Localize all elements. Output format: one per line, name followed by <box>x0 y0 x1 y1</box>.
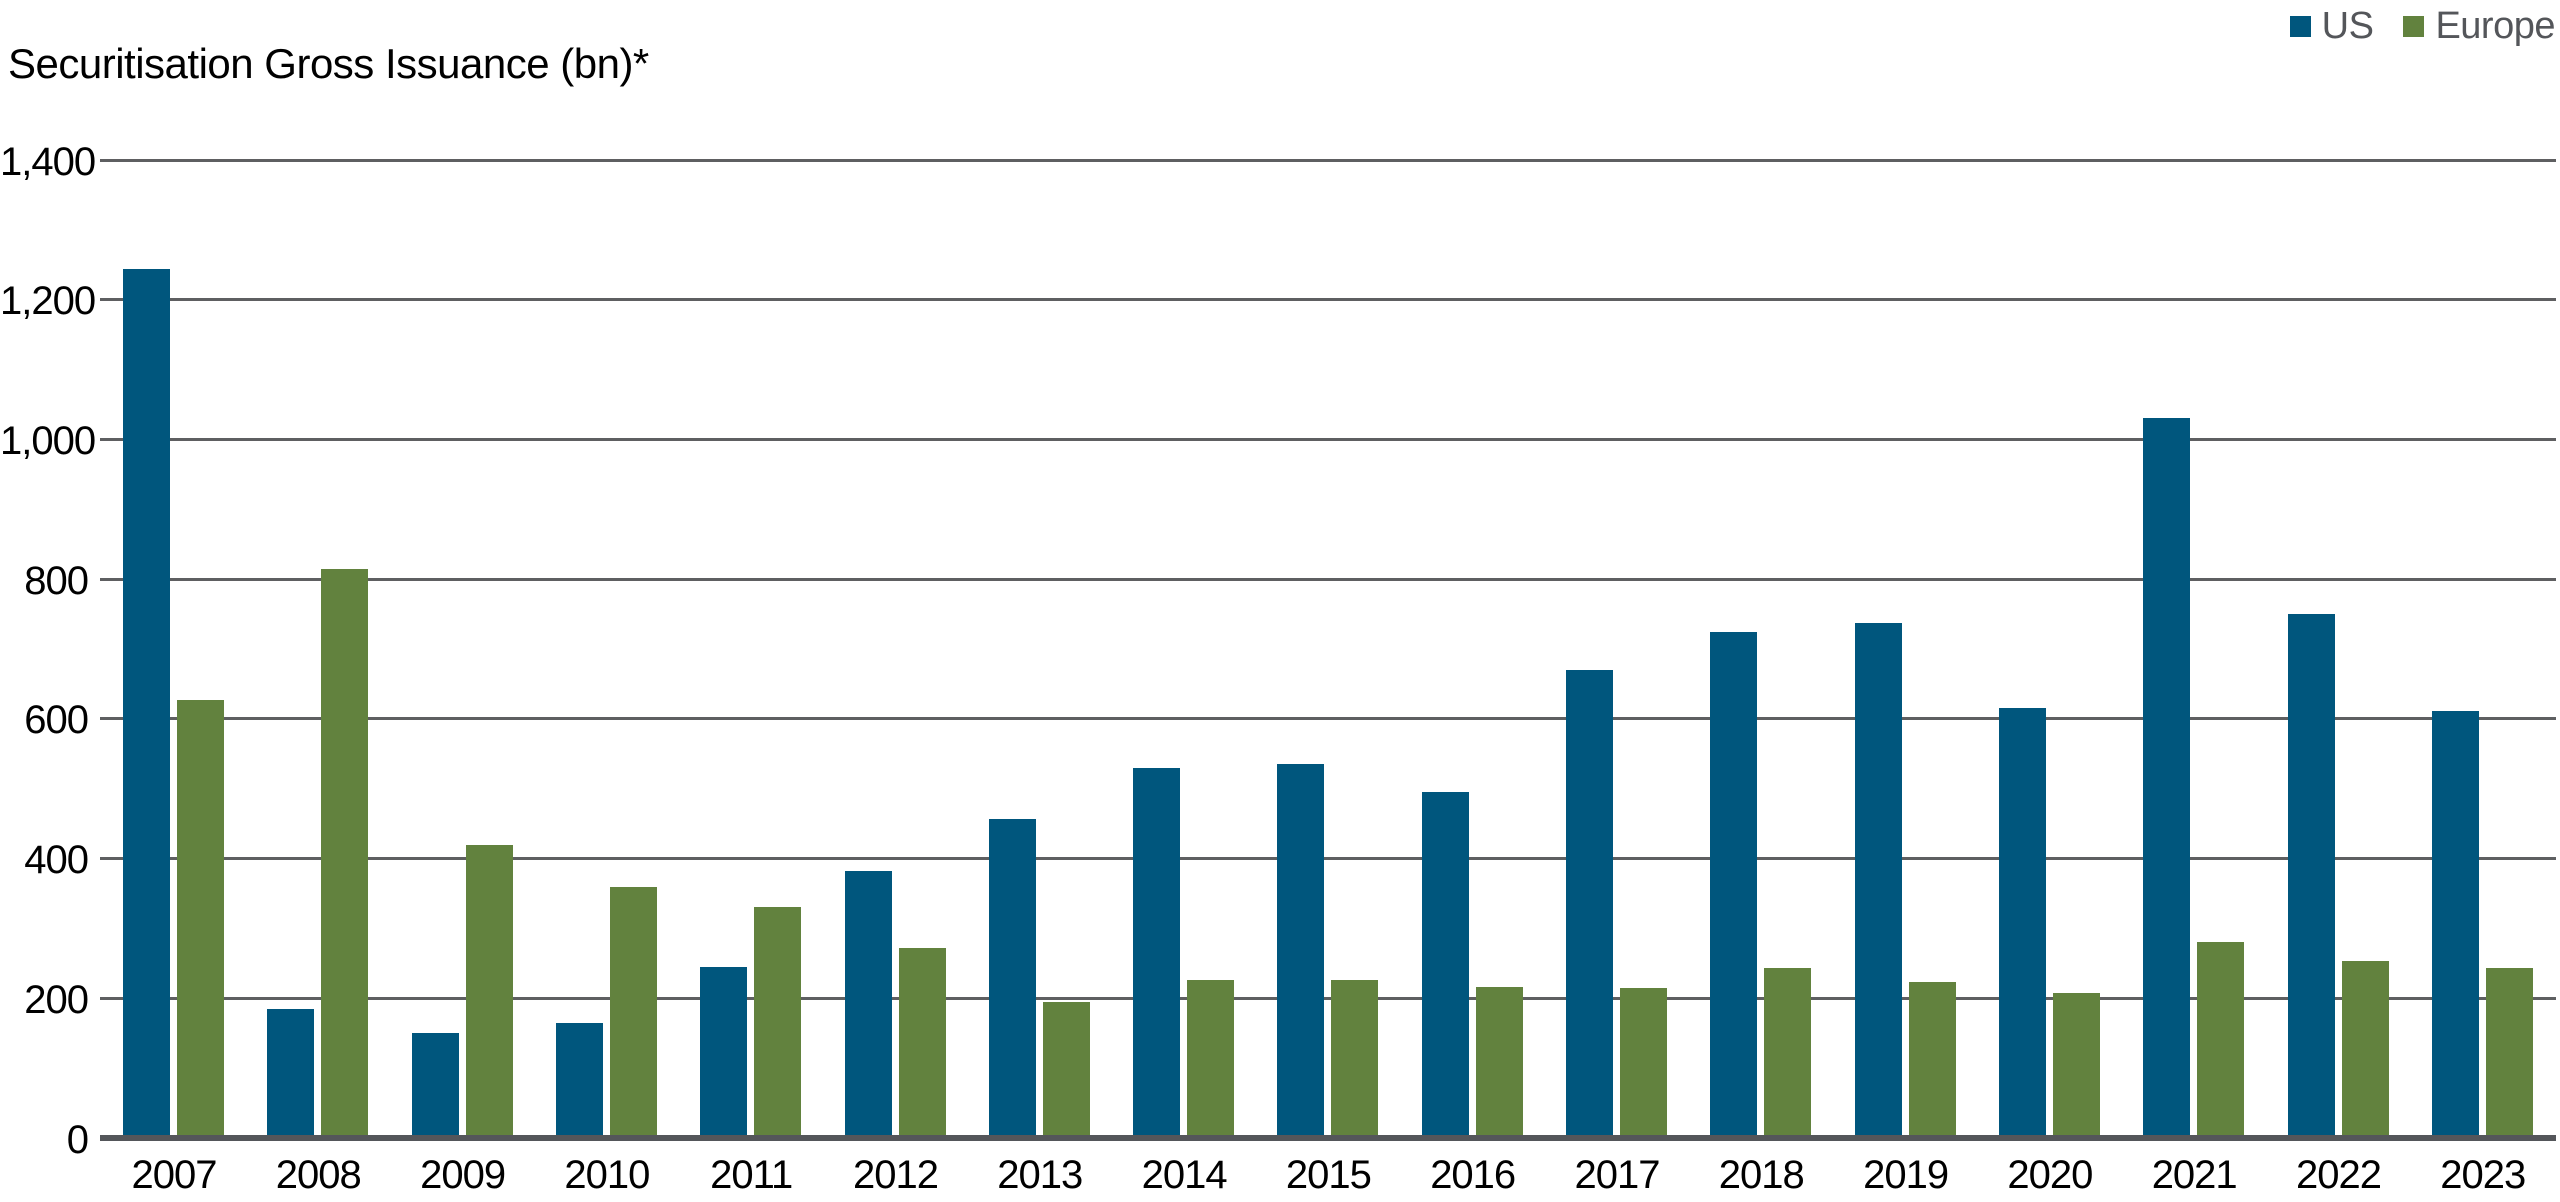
legend-item-europe: Europe <box>2403 6 2555 46</box>
bar-europe-2017 <box>1620 987 1667 1138</box>
y-axis-tick-label: 1,000 <box>0 418 96 463</box>
bar-us-2015 <box>1277 763 1325 1138</box>
gridline-400 <box>100 857 2556 861</box>
bar-europe-2013 <box>1042 1001 1090 1138</box>
bar-europe-2008 <box>321 568 369 1138</box>
bar-europe-2020 <box>2052 992 2100 1138</box>
x-axis-label-2007: 2007 <box>131 1153 218 1197</box>
bar-us-2017 <box>1566 669 1613 1138</box>
bar-europe-2007 <box>177 699 224 1138</box>
bar-us-2011 <box>700 966 748 1138</box>
x-axis-label-2019: 2019 <box>1863 1153 1949 1197</box>
bar-europe-2015 <box>1331 980 1379 1138</box>
chart-title: Securitisation Gross Issuance (bn)* <box>8 40 649 87</box>
y-axis-tick-label: 200 <box>24 977 89 1022</box>
x-axis-label-2017: 2017 <box>1574 1153 1661 1197</box>
bar-europe-2019 <box>1908 981 1956 1138</box>
bar-us-2022 <box>2287 614 2335 1138</box>
bar-europe-2016 <box>1475 987 1523 1138</box>
gridline-1400 <box>100 158 2556 162</box>
x-axis-label-2008: 2008 <box>275 1153 362 1197</box>
bar-us-2007 <box>123 268 170 1138</box>
bar-europe-2023 <box>2485 968 2533 1138</box>
legend-item-us: US <box>2289 5 2374 47</box>
bar-europe-2012 <box>898 947 946 1138</box>
y-axis-tick-label: 400 <box>24 838 89 883</box>
europe-series-swatch-icon <box>2403 15 2425 37</box>
bar-us-2018 <box>1710 632 1758 1138</box>
bar-europe-2021 <box>2197 942 2245 1138</box>
x-axis-label-2011: 2011 <box>710 1153 793 1197</box>
x-axis-label-2010: 2010 <box>564 1153 650 1197</box>
bar-europe-2009 <box>465 844 513 1138</box>
bar-us-2016 <box>1421 791 1469 1138</box>
x-axis-label-2018: 2018 <box>1718 1153 1805 1197</box>
bar-europe-2018 <box>1764 968 1812 1138</box>
bar-us-2023 <box>2431 711 2479 1138</box>
bar-europe-2014 <box>1187 980 1235 1138</box>
x-axis-label-2013: 2013 <box>997 1153 1083 1197</box>
bar-us-2014 <box>1133 767 1181 1138</box>
x-axis-label-2020: 2020 <box>2007 1153 2093 1197</box>
y-axis-tick-label: 600 <box>24 698 89 743</box>
bar-us-2021 <box>2143 417 2191 1138</box>
gridline-600 <box>100 717 2556 721</box>
y-axis-tick-label: 800 <box>24 558 89 603</box>
legend-label-us: US <box>2321 5 2374 47</box>
x-axis-line <box>100 1135 2556 1141</box>
x-axis-label-2015: 2015 <box>1285 1153 1372 1197</box>
x-axis-label-2016: 2016 <box>1430 1153 1516 1197</box>
gridline-200 <box>100 996 2556 1000</box>
bar-us-2008 <box>267 1008 315 1138</box>
x-axis-label-2021: 2021 <box>2151 1153 2238 1197</box>
gridline-1000 <box>100 437 2556 441</box>
bar-us-2020 <box>1998 708 2046 1138</box>
gridline-800 <box>100 577 2556 581</box>
bar-us-2009 <box>411 1033 459 1138</box>
y-axis-tick-label: 0 <box>66 1117 89 1162</box>
x-axis-label-2022: 2022 <box>2296 1153 2382 1197</box>
y-axis-tick-label: 1,400 <box>0 139 96 184</box>
legend-label-europe: Europe <box>2435 5 2555 47</box>
x-axis-label-2023: 2023 <box>2440 1153 2526 1197</box>
bar-us-2012 <box>844 871 892 1138</box>
gridline-1200 <box>100 298 2556 302</box>
bar-us-2013 <box>988 818 1036 1138</box>
bar-europe-2022 <box>2341 960 2389 1138</box>
bar-us-2010 <box>555 1023 603 1138</box>
bar-europe-2010 <box>609 886 657 1138</box>
legend: US Europe <box>2289 5 2555 47</box>
y-axis-tick-label: 1,200 <box>0 279 96 324</box>
x-axis-label-2012: 2012 <box>853 1153 939 1197</box>
bar-europe-2011 <box>754 907 802 1138</box>
us-series-swatch-icon <box>2289 15 2311 37</box>
x-axis-label-2009: 2009 <box>420 1153 506 1197</box>
x-axis-label-2014: 2014 <box>1141 1153 1228 1197</box>
bar-us-2019 <box>1854 623 1902 1138</box>
